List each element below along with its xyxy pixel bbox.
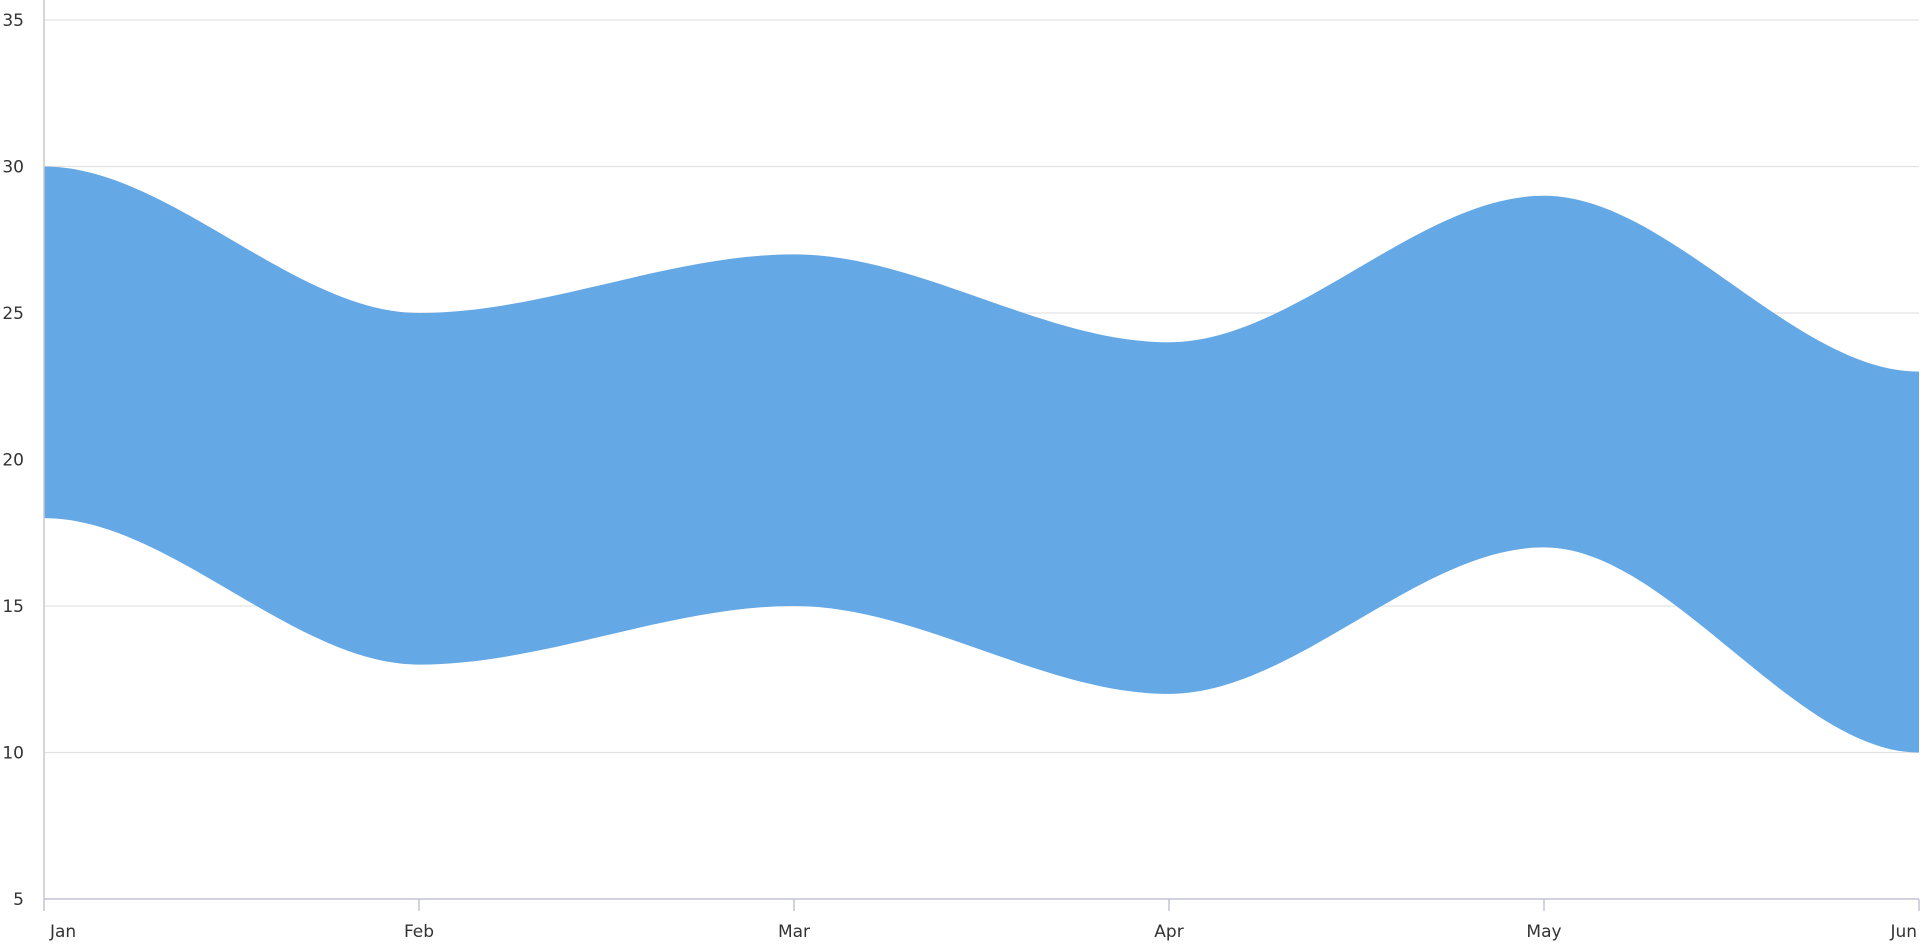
series-layer	[44, 166, 1919, 753]
x-tick-label: Jan	[49, 922, 76, 942]
y-tick-label: 15	[2, 597, 24, 617]
y-tick-label: 10	[2, 744, 24, 764]
x-tick-label: Mar	[778, 922, 810, 942]
y-tick-label: 25	[2, 304, 24, 324]
y-tick-label: 5	[13, 890, 24, 910]
y-tick-label: 35	[2, 11, 24, 31]
y-tick-label: 30	[2, 158, 24, 178]
axes	[43, 0, 1920, 911]
tick-labels: 5 10 15 20 25 30 35 Jan Feb Mar Apr May Jun	[2, 11, 1917, 942]
x-tick-label: May	[1526, 922, 1561, 942]
x-tick-label: Feb	[404, 922, 434, 942]
y-tick-label: 20	[2, 451, 24, 471]
x-tick-label: Apr	[1154, 922, 1183, 942]
range-area-series-0	[44, 166, 1919, 753]
x-tick-label: Jun	[1889, 922, 1917, 942]
